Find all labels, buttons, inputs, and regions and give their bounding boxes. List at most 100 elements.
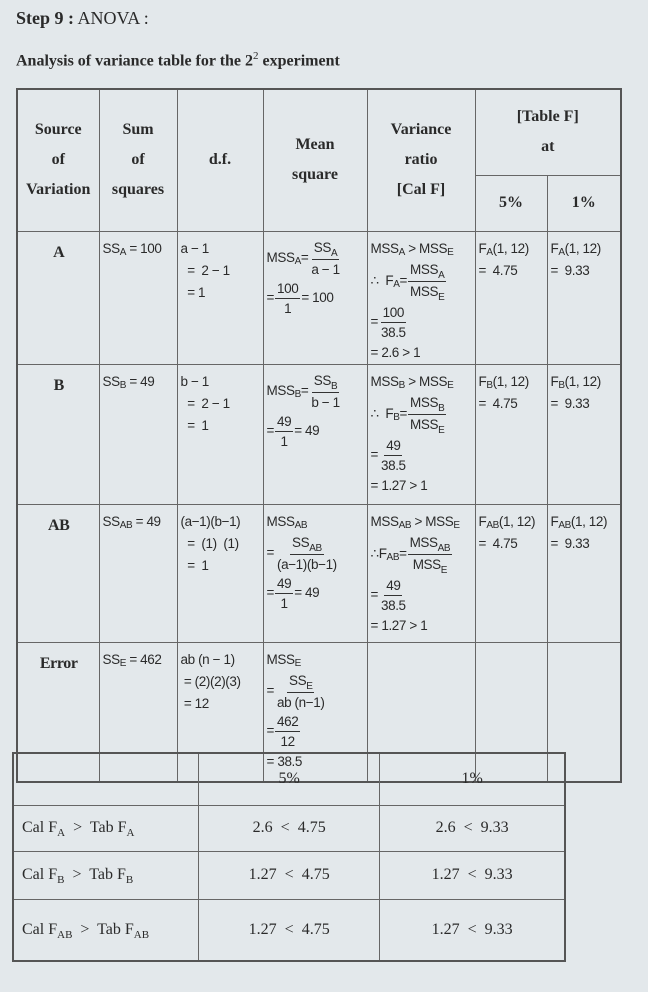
text: b − 1 — [311, 394, 340, 410]
subscript: E — [306, 680, 313, 692]
text: = 1 — [180, 417, 209, 433]
numerator: 49 — [274, 574, 294, 594]
subscript: B — [558, 379, 565, 391]
caption-text-end: experiment — [258, 52, 340, 70]
cell-line: = 2.6 > 1 — [371, 342, 473, 364]
vr-cell: MSS AB > MSS E ∴F AB = MSSAB MSSE = 49 38.5 = 1.27 … — [366, 503, 476, 643]
text: 100 — [382, 304, 405, 320]
step-label: Step 9 : — [16, 8, 74, 28]
text: (1, 12) — [564, 240, 602, 256]
caption-superscript: 2 — [253, 50, 259, 62]
cell-line: (a−1)(b−1) — [181, 511, 261, 533]
text: = — [370, 314, 379, 329]
text: 38.5 — [380, 324, 406, 340]
denominator: b − 1 — [309, 393, 341, 412]
cell-line: ∴ F A = MSSA MSSE — [371, 260, 473, 303]
text: = 1 — [180, 557, 209, 573]
subscript: E — [438, 424, 445, 436]
cell-line: MSS A > MSS E — [371, 238, 473, 260]
cell-line: ∴ F B = MSSB MSSE — [371, 393, 473, 436]
text: MSS — [266, 383, 295, 398]
text: = 49 — [126, 373, 155, 389]
f5-cell: F B (1, 12) = 4.75 — [474, 363, 548, 505]
text: Cal F — [22, 866, 58, 883]
denominator: 1 — [279, 432, 290, 451]
cell-line: = 1.27 > 1 — [371, 615, 473, 637]
cell-line: SS B = 49 — [103, 371, 175, 393]
cell-line: = 49 38.5 — [371, 576, 473, 615]
subscript: AB — [486, 519, 499, 531]
header-sum-of-squares: Sum of squares — [98, 88, 178, 232]
text: = — [266, 290, 275, 305]
subscript: A — [126, 827, 135, 839]
text: ab (n − 1) — [180, 651, 236, 667]
text: (1, 12) — [498, 513, 536, 529]
cell-line: = 1 — [181, 555, 261, 577]
text: (a−1)(b−1) — [180, 513, 241, 529]
denominator: 38.5 — [379, 596, 408, 615]
subscript: E — [453, 519, 460, 531]
denominator: 38.5 — [379, 456, 408, 475]
fraction: SSA a − 1 — [309, 238, 341, 279]
text: SS — [102, 651, 121, 667]
cell-line: = 1 — [181, 282, 261, 304]
subscript: AB — [437, 542, 451, 554]
denominator: MSSE — [408, 415, 446, 436]
subscript: B — [125, 874, 134, 886]
cell-line: = 2 − 1 — [181, 260, 261, 282]
ss-cell: SS A = 100 — [98, 230, 178, 365]
text: Cal F — [22, 920, 58, 938]
subscript: A — [57, 827, 66, 839]
text: (1, 12) — [492, 373, 530, 389]
cell-line: a − 1 — [181, 238, 261, 260]
text: ∴ F — [370, 406, 394, 421]
text: = — [399, 273, 408, 288]
text: F — [550, 373, 559, 389]
text: MSS — [412, 556, 441, 572]
denominator: a − 1 — [309, 260, 341, 279]
header-source: Source of Variation — [16, 88, 100, 232]
fraction: MSSA MSSE — [408, 260, 447, 303]
cell-line: = 4.75 — [479, 393, 545, 415]
text: F — [550, 240, 559, 256]
numerator: MSSA — [408, 260, 447, 282]
subscript: AB — [386, 552, 400, 563]
fraction: SSE ab (n−1) — [275, 671, 326, 712]
text: (1, 12) — [492, 240, 530, 256]
table-row: AB SS AB = 49 (a−1)(b−1) = (1) (1) = 1 MSS AB… — [16, 503, 622, 643]
numerator: SSAB — [290, 533, 324, 555]
cell-line: = SSAB (a−1)(b−1) — [267, 533, 365, 574]
text: > MSS — [404, 240, 448, 256]
numerator: 100 — [274, 279, 301, 299]
table-caption: Analysis of variance table for the 22 ex… — [16, 50, 340, 70]
text: MSS — [370, 513, 399, 529]
text: = — [399, 406, 408, 421]
subscript: B — [57, 874, 65, 886]
subscript: AB — [133, 928, 150, 941]
comparison-row: Cal FB > Tab FB 1.27 < 4.75 1.27 < 9.33 — [12, 850, 566, 900]
cell-line: F B (1, 12) — [479, 371, 545, 393]
df-cell: b − 1 = 2 − 1 = 1 — [176, 363, 264, 505]
cell-line: = 100 38.5 — [371, 303, 473, 342]
numerator: 49 — [384, 576, 403, 596]
text: SS — [313, 239, 332, 255]
subscript: E — [294, 657, 302, 669]
fraction: 49 1 — [274, 412, 294, 451]
fraction: 462 12 — [274, 712, 301, 751]
subscript: B — [294, 389, 302, 400]
ms-cell: MSS B = SSB b − 1 = 49 1 = 49 — [262, 363, 368, 505]
denominator: ab (n−1) — [275, 693, 326, 712]
step-heading: Step 9 : ANOVA : — [16, 8, 149, 29]
subscript: AB — [294, 519, 308, 531]
cell-line: MSS E — [267, 649, 365, 671]
text: = 4.75 — [478, 535, 518, 551]
fraction: SSB b − 1 — [309, 371, 341, 412]
header-1-percent: 1% — [546, 174, 622, 232]
text: ∴ F — [370, 273, 394, 288]
text: F — [478, 513, 487, 529]
header-5-percent: 5% — [474, 174, 548, 232]
comparison-row: Cal FAB > Tab FAB 1.27 < 4.75 1.27 < 9.33 — [12, 898, 566, 962]
text: ∴F — [370, 546, 387, 561]
text: = — [266, 545, 275, 560]
subscript: B — [398, 379, 406, 391]
